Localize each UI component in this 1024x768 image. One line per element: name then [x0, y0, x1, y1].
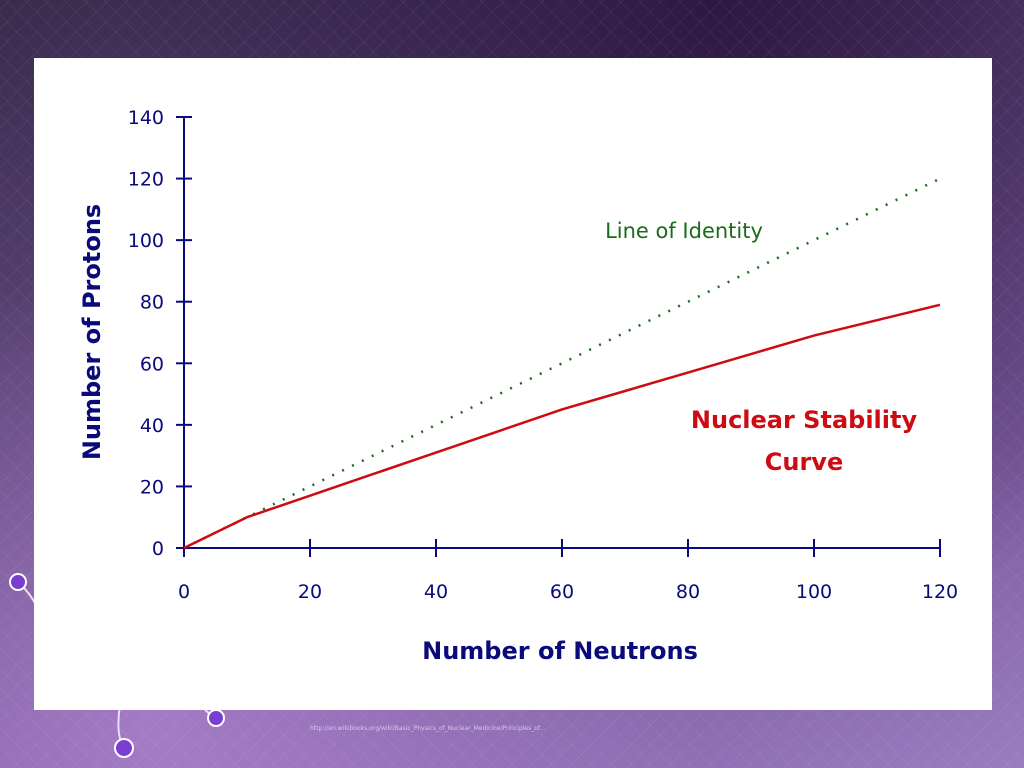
y-axis-title: Number of Protons [78, 204, 106, 460]
molecule-atom-icon [9, 573, 27, 591]
y-tick-label: 0 [152, 538, 164, 560]
y-tick-label: 20 [140, 476, 164, 498]
x-tick-label: 0 [178, 581, 190, 603]
source-link[interactable]: http://en.wikibooks.org/wiki/Basic_Physi… [310, 725, 546, 732]
molecule-atom-icon [114, 738, 134, 758]
annotation-line-of-identity: Line of Identity [605, 219, 763, 243]
chart-panel [34, 58, 992, 710]
x-tick-label: 80 [676, 581, 700, 603]
x-tick-label: 20 [298, 581, 322, 603]
x-tick-label: 40 [424, 581, 448, 603]
y-tick-label: 80 [140, 292, 164, 314]
annotation-stability-curve-line1: Nuclear Stability [691, 406, 918, 434]
y-tick-label: 100 [128, 230, 164, 252]
molecule-atom-icon [207, 709, 225, 727]
x-axis-title: Number of Neutrons [422, 637, 698, 665]
x-tick-label: 100 [796, 581, 832, 603]
axes: 0 20 40 60 80 100 120 0 20 40 60 80 100 120 140 [128, 107, 958, 603]
y-tick-label: 120 [128, 169, 164, 191]
y-tick-label: 140 [128, 107, 164, 129]
y-tick-label: 40 [140, 415, 164, 437]
annotation-stability-curve-line2: Curve [765, 448, 843, 476]
y-tick-label: 60 [140, 353, 164, 375]
x-tick-label: 120 [922, 581, 958, 603]
series-line-of-identity [183, 177, 941, 550]
x-tick-label: 60 [550, 581, 574, 603]
series-layer [183, 177, 941, 550]
series-nuclear-stability-curve [183, 303, 941, 550]
